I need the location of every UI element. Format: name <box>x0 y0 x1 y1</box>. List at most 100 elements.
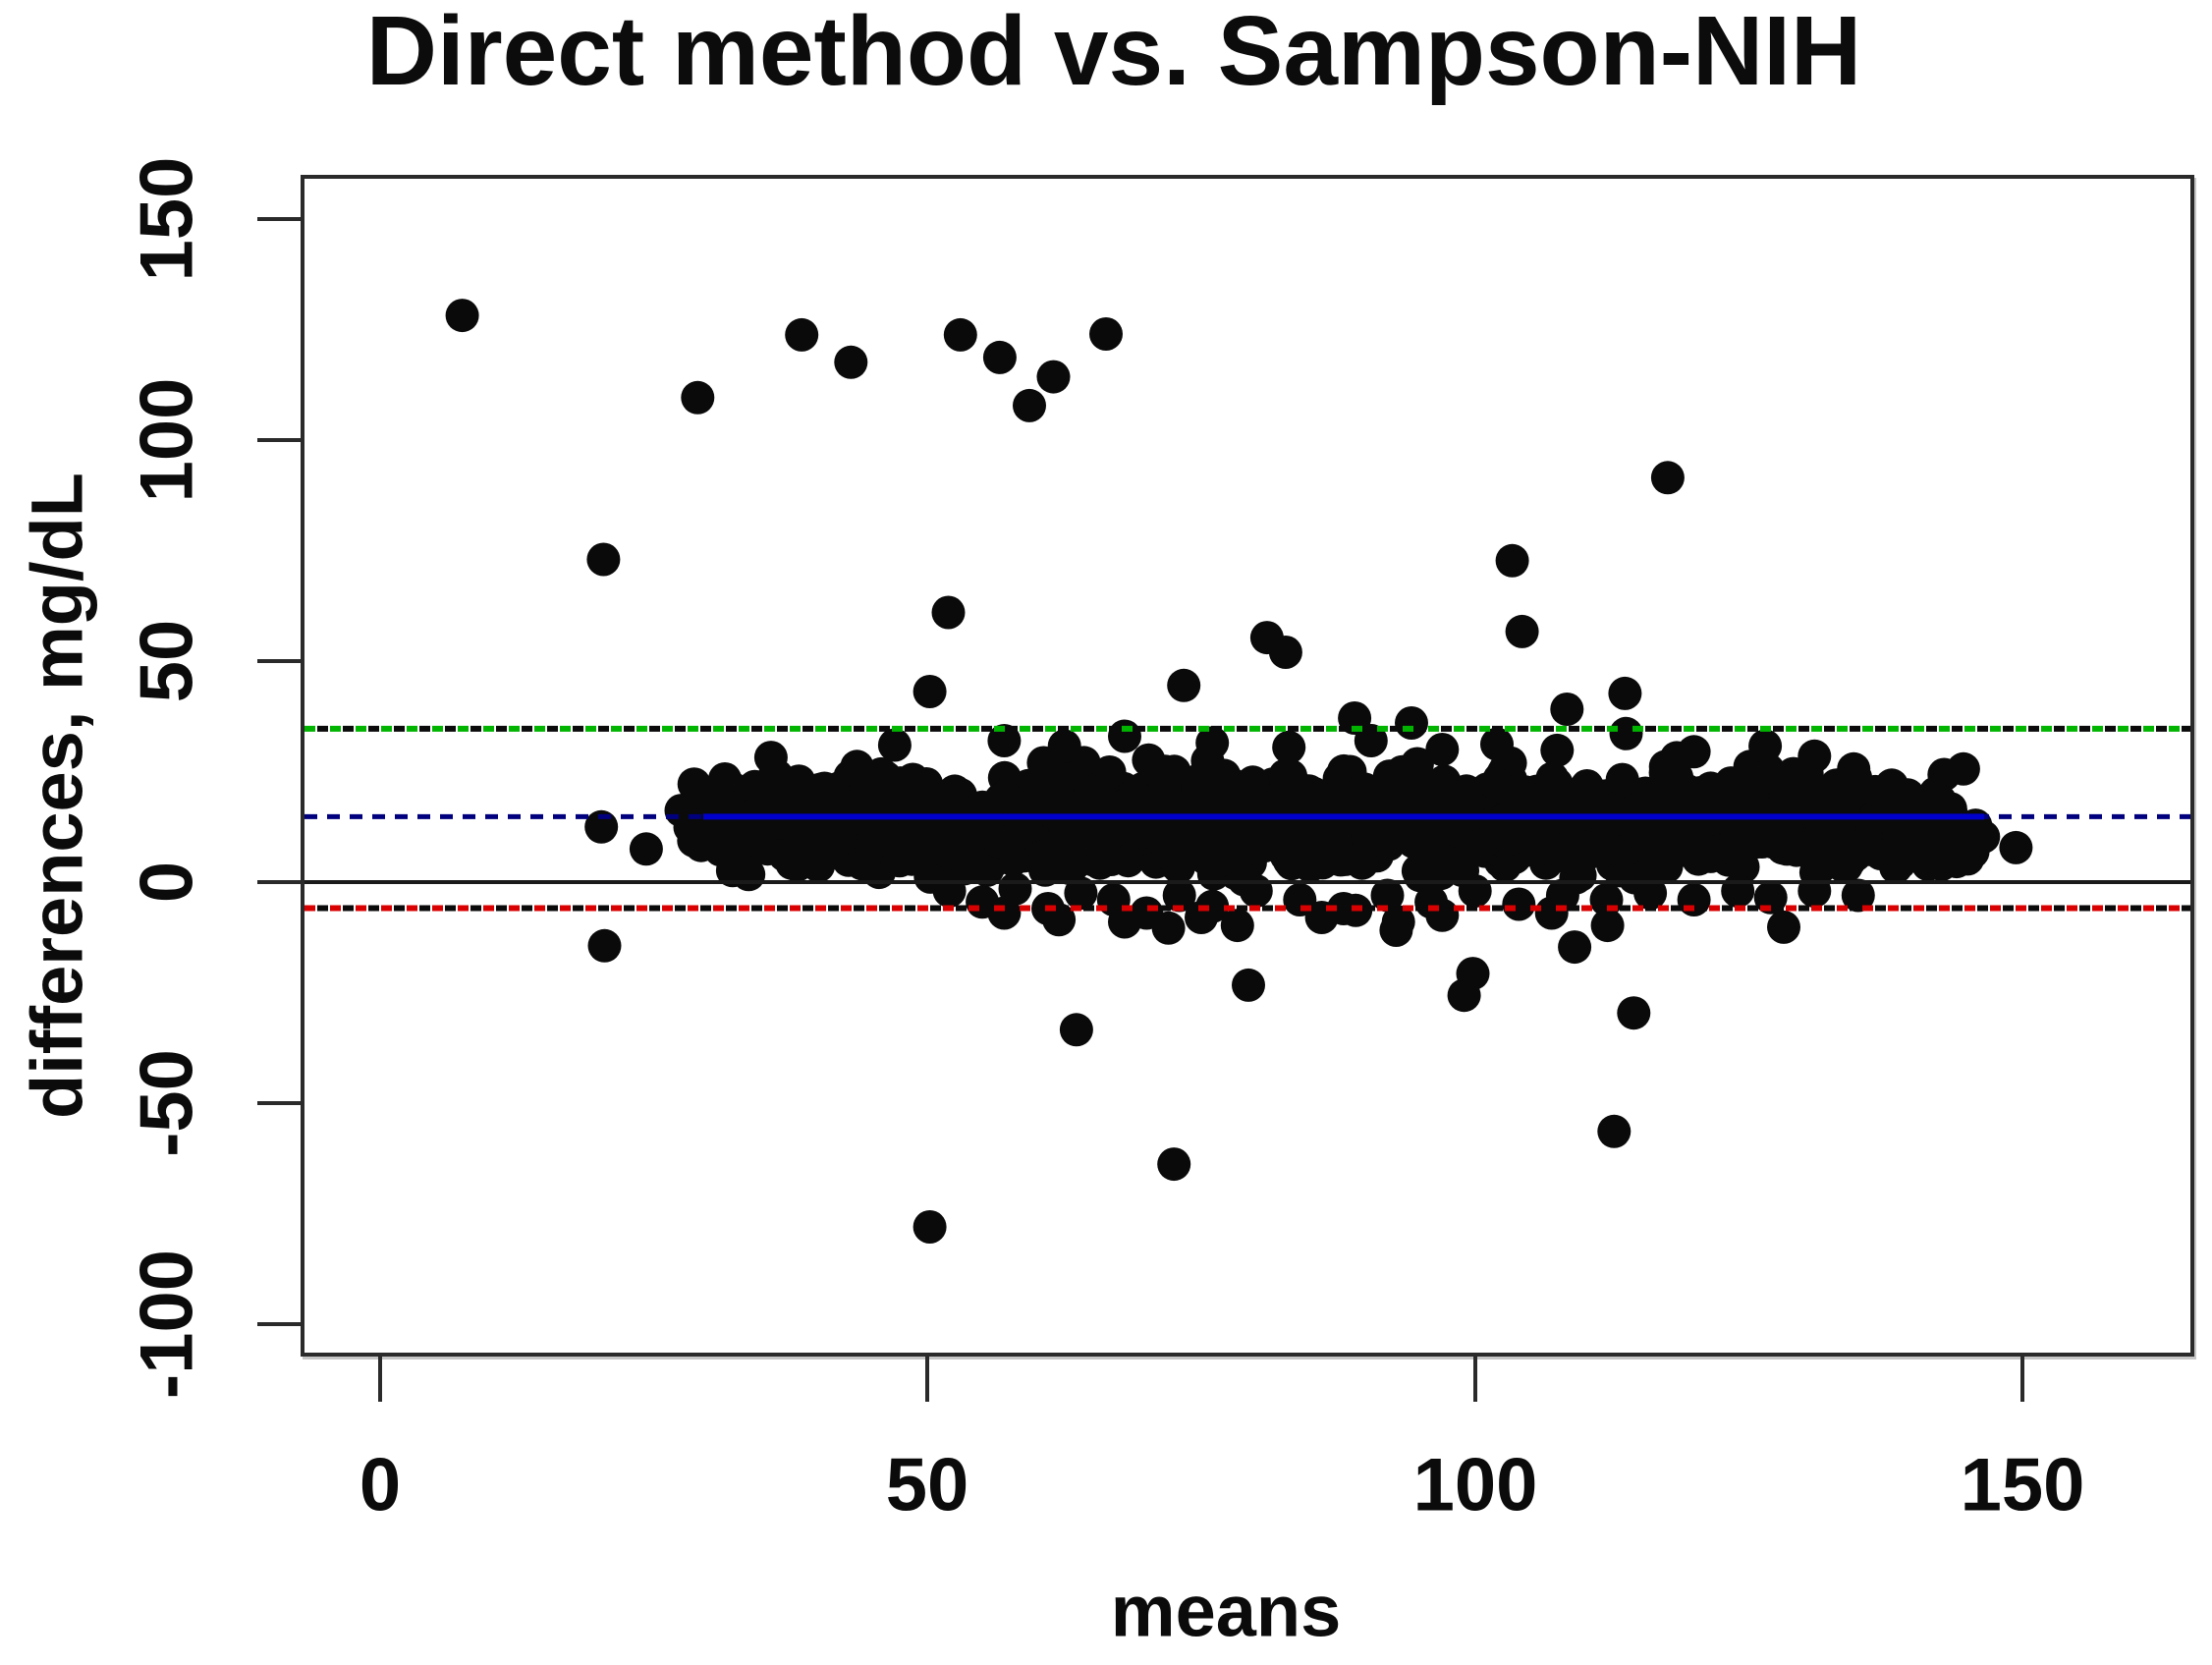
data-point <box>1797 739 1832 773</box>
data-point <box>896 762 930 797</box>
data-point <box>1456 957 1490 991</box>
data-point <box>1092 755 1127 789</box>
data-point <box>1540 733 1575 767</box>
data-point <box>877 728 912 762</box>
data-point <box>715 854 749 888</box>
data-point <box>1039 772 1074 805</box>
data-point <box>854 829 888 863</box>
data-point <box>943 317 977 352</box>
data-point <box>1651 804 1686 838</box>
data-point <box>1064 876 1098 911</box>
data-point <box>1298 794 1332 828</box>
data-point <box>1059 1013 1093 1047</box>
data-point <box>1590 909 1625 943</box>
data-point <box>1013 388 1046 422</box>
data-point <box>1767 910 1800 944</box>
data-point <box>629 832 663 866</box>
data-point <box>1425 733 1460 766</box>
data-point <box>1624 816 1658 851</box>
data-point <box>912 1210 947 1244</box>
data-point <box>898 805 932 839</box>
data-point <box>1151 911 1186 945</box>
y-axis-tick <box>257 880 301 884</box>
data-point <box>1966 819 2001 854</box>
data-point <box>1682 842 1716 876</box>
data-point <box>1550 693 1584 726</box>
chart-title: Direct method vs. Sampson-NIH <box>365 0 1862 106</box>
data-point <box>1047 729 1081 763</box>
data-point <box>1546 832 1580 866</box>
data-point <box>1212 824 1246 859</box>
data-point <box>785 317 819 352</box>
data-point <box>1042 903 1077 937</box>
data-point <box>1458 874 1492 908</box>
data-point <box>1797 874 1832 908</box>
x-axis-tick <box>925 1357 929 1402</box>
data-point <box>1605 762 1639 797</box>
data-point <box>932 874 967 908</box>
data-point <box>912 675 947 708</box>
data-point <box>840 749 874 784</box>
y-axis-tick <box>257 659 301 663</box>
data-point <box>762 805 797 840</box>
data-point <box>1721 874 1755 908</box>
data-point <box>1719 811 1753 845</box>
data-point <box>1048 816 1082 851</box>
data-point <box>1195 726 1230 760</box>
data-point <box>1558 930 1592 965</box>
data-point <box>834 345 868 379</box>
data-point <box>1354 724 1388 757</box>
data-point <box>1648 847 1683 881</box>
data-point <box>1439 812 1473 847</box>
data-point <box>931 595 966 630</box>
data-point <box>1117 778 1151 812</box>
x-axis-title: means <box>1110 1570 1342 1652</box>
data-point <box>1946 751 1980 786</box>
data-point <box>1108 719 1141 753</box>
data-point <box>982 340 1017 374</box>
data-point <box>1036 360 1071 394</box>
plot-frame <box>301 175 2194 1357</box>
data-point <box>753 741 788 775</box>
data-point <box>1746 760 1781 795</box>
y-tick-label: -100 <box>125 1249 209 1400</box>
data-point <box>1748 729 1783 763</box>
y-axis-tick <box>257 438 301 442</box>
x-axis-tick <box>378 1357 382 1402</box>
data-point <box>1338 794 1371 828</box>
data-point <box>1750 807 1785 842</box>
y-axis-tick <box>257 217 301 221</box>
data-point <box>1480 727 1514 761</box>
x-tick-label: 0 <box>359 1443 402 1527</box>
data-point <box>1650 461 1685 495</box>
data-point <box>1808 796 1843 830</box>
y-tick-label: -50 <box>125 1049 209 1157</box>
x-axis-tick <box>1473 1357 1477 1402</box>
data-point <box>445 299 479 333</box>
scatter-points <box>445 299 2033 1244</box>
data-point <box>1924 848 1959 881</box>
data-point <box>1617 996 1651 1030</box>
data-point <box>1505 614 1539 648</box>
data-point <box>1495 543 1529 578</box>
data-point <box>1318 825 1353 860</box>
y-axis-tick <box>257 1322 301 1326</box>
data-point <box>1162 878 1196 913</box>
data-point <box>1822 771 1856 805</box>
y-axis-title: differences, mg/dL <box>16 472 98 1119</box>
data-point <box>1268 636 1302 669</box>
data-point <box>1239 874 1273 908</box>
data-point <box>681 380 715 415</box>
y-tick-label: 0 <box>125 860 209 904</box>
data-point <box>1111 844 1145 878</box>
data-point <box>1370 878 1405 913</box>
data-point <box>1272 730 1306 764</box>
data-point <box>1379 783 1413 817</box>
data-point <box>807 777 842 811</box>
data-point <box>1157 1147 1191 1182</box>
data-point <box>1597 1114 1631 1148</box>
data-point <box>1089 317 1123 351</box>
data-point <box>587 928 622 963</box>
data-point <box>1108 905 1141 939</box>
